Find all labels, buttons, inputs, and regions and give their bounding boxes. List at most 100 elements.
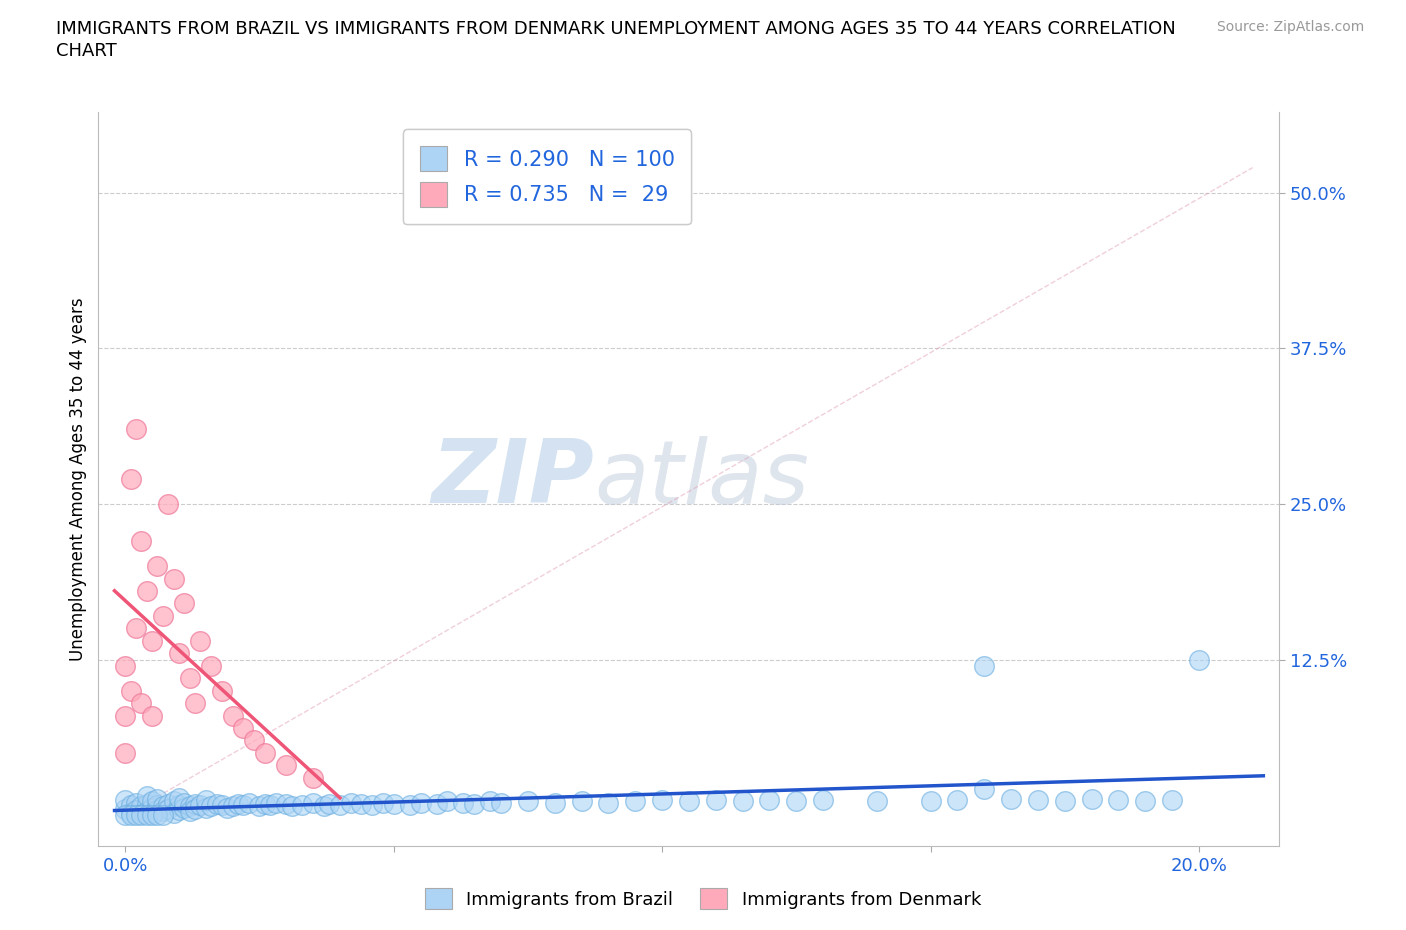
Point [221, 708, 243, 723]
Point [249, 799, 271, 814]
Point [114, 658, 136, 673]
Point [152, 808, 174, 823]
Point [598, 795, 620, 810]
Point [135, 789, 157, 804]
Point [135, 808, 157, 823]
Point [190, 798, 212, 813]
Point [280, 799, 302, 814]
Point [141, 708, 163, 723]
Point [463, 796, 485, 811]
Point [114, 802, 136, 817]
Point [253, 746, 276, 761]
Text: CHART: CHART [56, 42, 117, 60]
Point [232, 798, 254, 813]
Point [152, 804, 174, 819]
Legend: Immigrants from Brazil, Immigrants from Denmark: Immigrants from Brazil, Immigrants from … [418, 881, 988, 916]
Point [276, 758, 298, 773]
Point [382, 796, 405, 811]
Point [973, 781, 995, 796]
Point [479, 794, 502, 809]
Point [678, 794, 700, 809]
Point [120, 798, 142, 813]
Point [426, 796, 449, 811]
Point [302, 795, 325, 810]
Point [946, 792, 969, 807]
Point [211, 798, 233, 813]
Point [173, 795, 195, 810]
Point [1026, 792, 1049, 807]
Point [141, 633, 163, 648]
Point [167, 790, 190, 805]
Point [194, 792, 217, 807]
Point [114, 792, 136, 807]
Point [329, 798, 352, 813]
Point [135, 584, 157, 599]
Point [114, 808, 136, 823]
Point [157, 802, 180, 817]
Point [291, 798, 314, 813]
Point [179, 799, 201, 814]
Point [184, 696, 207, 711]
Point [146, 798, 169, 813]
Point [157, 497, 180, 512]
Point [436, 794, 458, 809]
Point [226, 796, 249, 811]
Point [179, 804, 201, 819]
Point [194, 800, 217, 815]
Point [516, 794, 538, 809]
Point [318, 796, 340, 811]
Point [731, 794, 754, 809]
Point [125, 795, 148, 810]
Point [135, 796, 157, 811]
Point [146, 808, 169, 823]
Point [866, 794, 889, 809]
Point [704, 792, 727, 807]
Y-axis label: Unemployment Among Ages 35 to 44 years: Unemployment Among Ages 35 to 44 years [69, 298, 87, 660]
Point [167, 803, 190, 817]
Point [312, 799, 335, 814]
Point [811, 792, 834, 807]
Point [146, 791, 169, 806]
Point [253, 796, 276, 811]
Point [125, 621, 148, 636]
Legend: R = 0.290   N = 100, R = 0.735   N =  29: R = 0.290 N = 100, R = 0.735 N = 29 [404, 129, 692, 224]
Point [571, 794, 593, 809]
Point [200, 658, 222, 673]
Point [162, 571, 184, 586]
Point [141, 808, 163, 823]
Point [973, 658, 995, 673]
Point [238, 795, 260, 810]
Point [125, 803, 148, 817]
Point [1188, 652, 1211, 667]
Point [167, 645, 190, 660]
Point [146, 803, 169, 817]
Point [371, 795, 394, 810]
Point [920, 794, 942, 809]
Point [489, 795, 512, 810]
Point [409, 795, 432, 810]
Point [339, 795, 361, 810]
Point [624, 794, 647, 809]
Point [217, 800, 239, 815]
Point [205, 796, 228, 811]
Point [758, 792, 780, 807]
Point [1135, 794, 1157, 809]
Point [152, 608, 174, 623]
Point [120, 684, 142, 698]
Point [785, 794, 807, 809]
Point [350, 796, 373, 811]
Point [211, 684, 233, 698]
Point [162, 805, 184, 820]
Point [173, 800, 195, 815]
Point [141, 805, 163, 820]
Point [146, 559, 169, 574]
Point [264, 795, 287, 810]
Point [125, 808, 148, 823]
Text: Source: ZipAtlas.com: Source: ZipAtlas.com [1216, 20, 1364, 34]
Point [120, 472, 142, 486]
Point [141, 800, 163, 815]
Text: ZIP: ZIP [432, 435, 595, 523]
Point [173, 596, 195, 611]
Point [114, 746, 136, 761]
Point [162, 794, 184, 809]
